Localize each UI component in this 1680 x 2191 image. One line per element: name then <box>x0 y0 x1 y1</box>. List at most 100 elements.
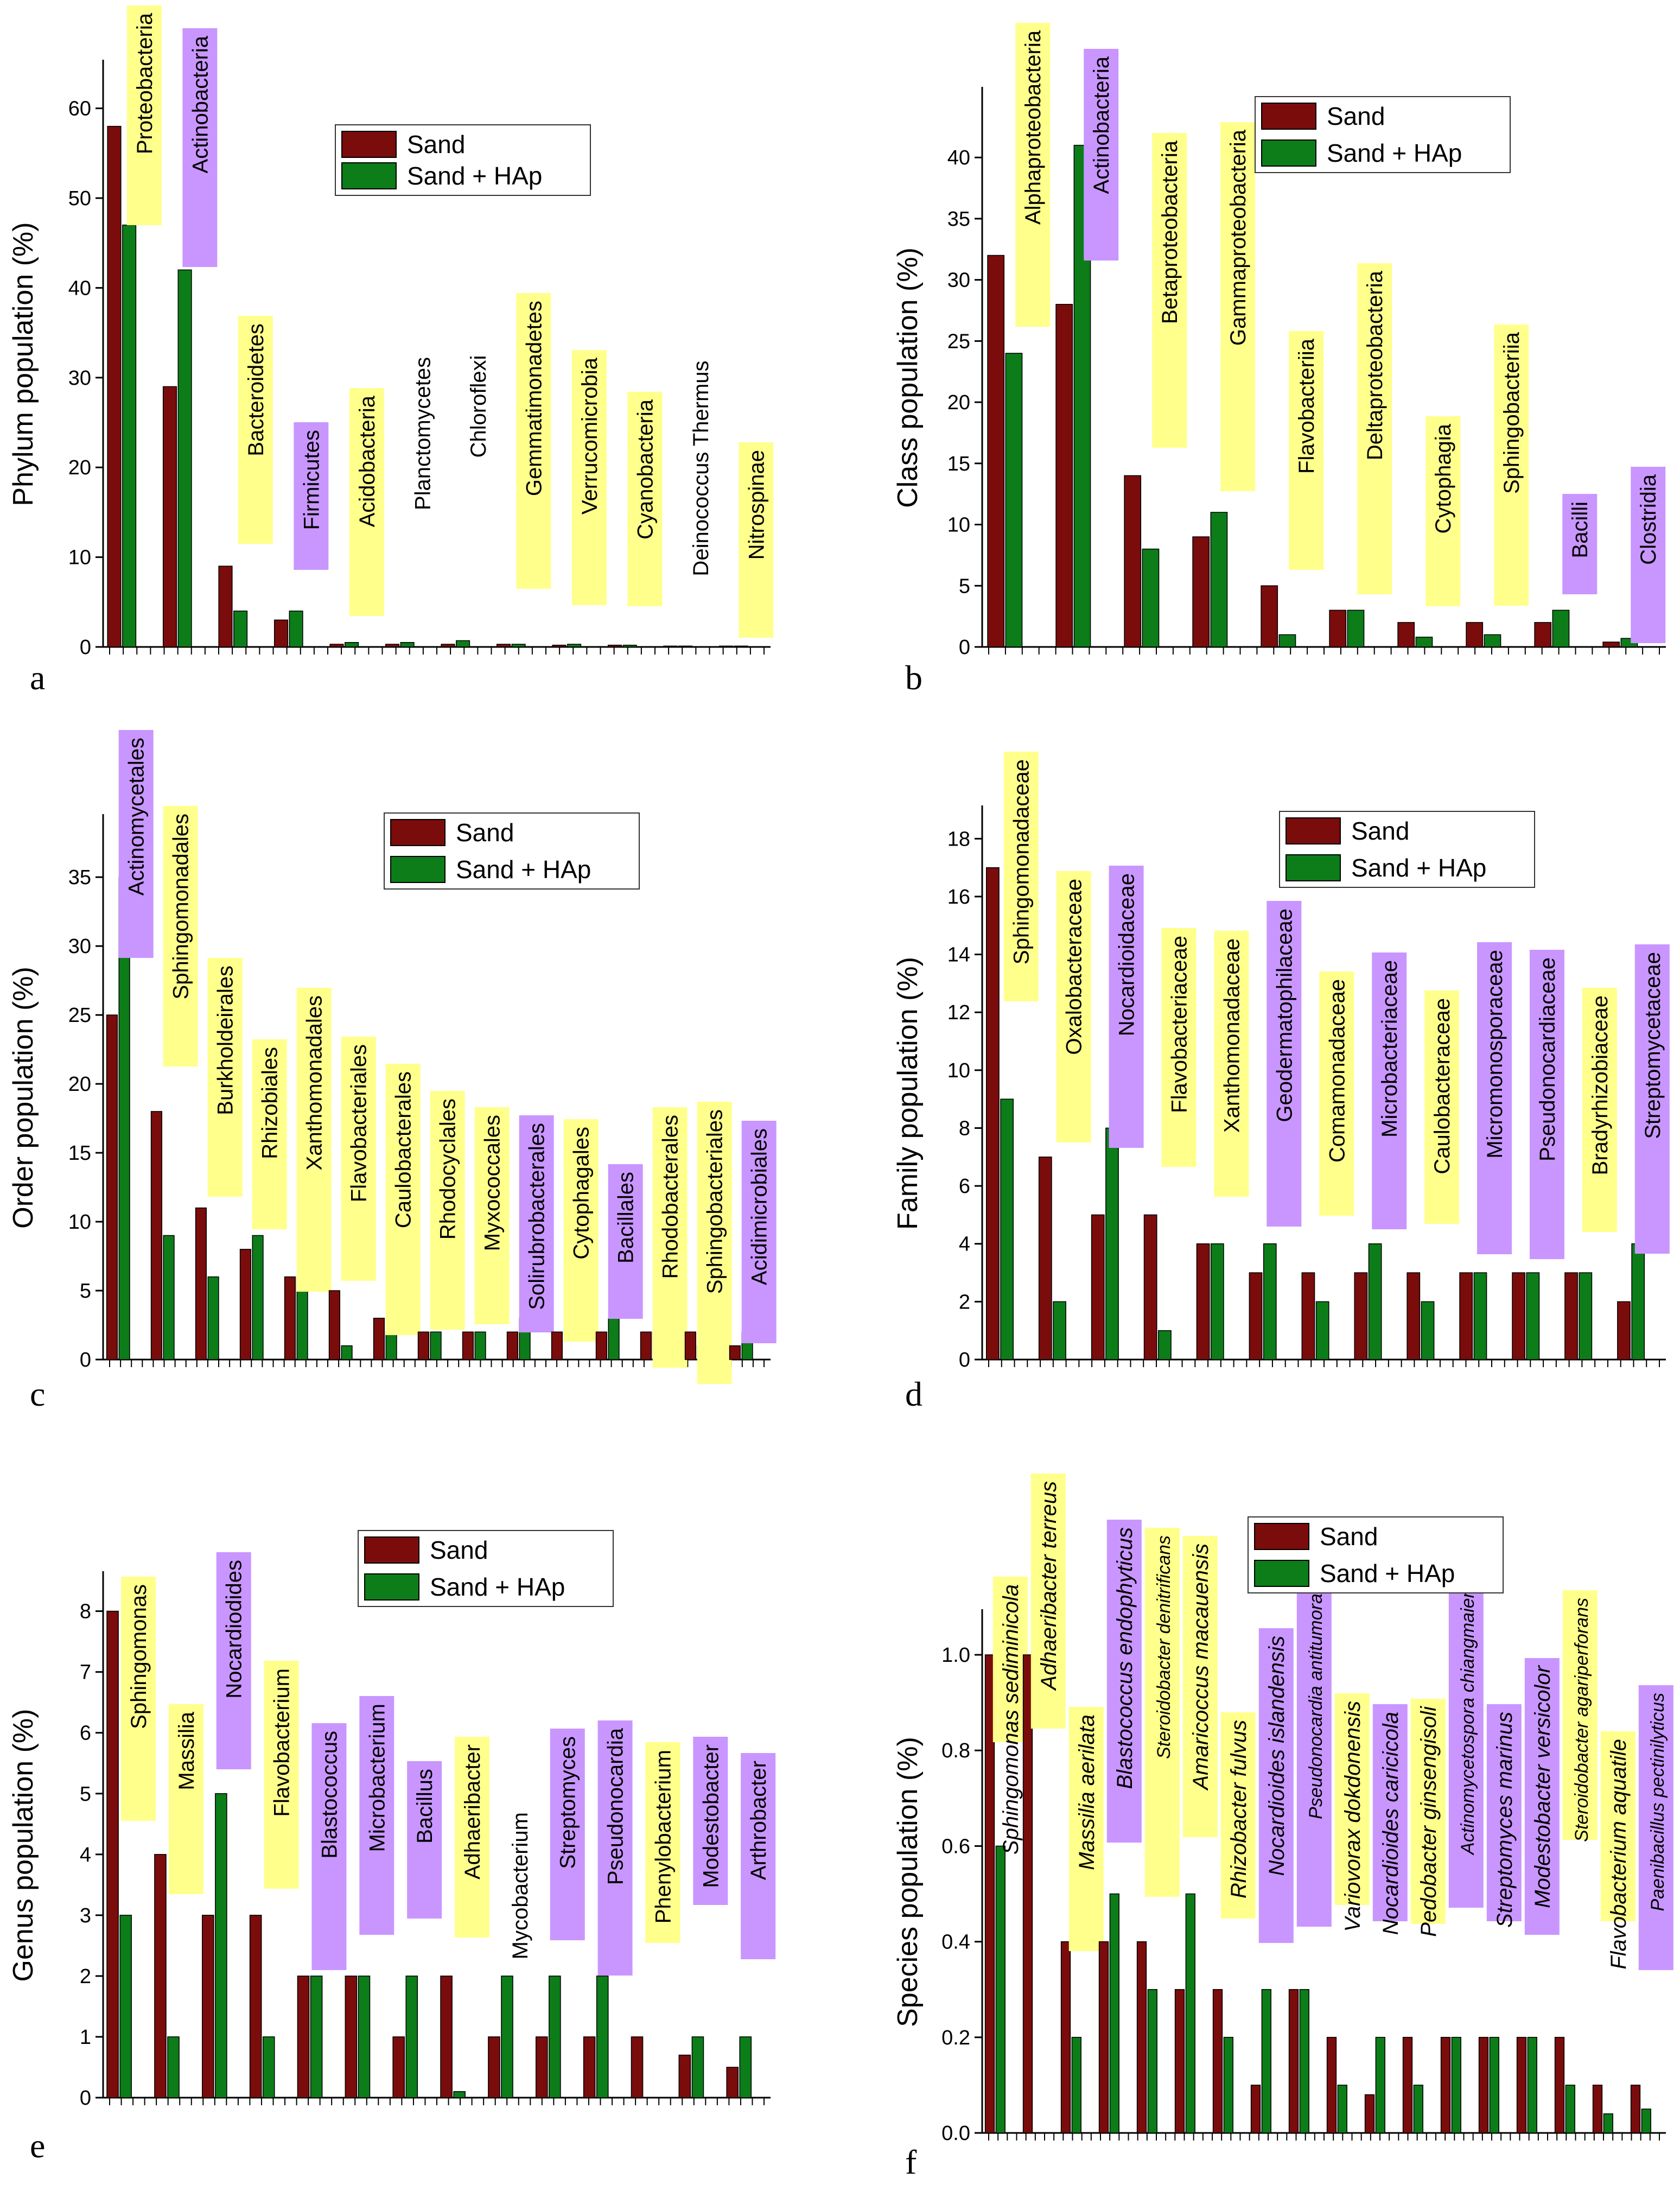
chart-panel-b: 0 5 10 15 20 25 30 35 40 Class population (%) b Alp… <box>892 23 1666 697</box>
bar-sand-hap-massilia <box>167 2036 180 2098</box>
category-label-phenylobacterium: Phenylobacterium <box>651 1750 675 1923</box>
category-label-massilia-aerilata: Massilia aerilata <box>1075 1714 1099 1870</box>
category-label-box <box>627 392 663 606</box>
y-tick-label: 6 <box>80 1722 91 1745</box>
category-label-acidobacteria: Acidobacteria <box>355 395 379 527</box>
bar-sand-hap-deltaproteobacteria <box>1347 609 1365 647</box>
legend-swatch-sand <box>1286 817 1341 844</box>
legend: Sand Sand + HAp <box>1279 811 1535 888</box>
y-tick-label: 0.4 <box>941 1931 970 1954</box>
bar-sand-bacillus <box>392 2036 405 2098</box>
y-tick-label: 0 <box>80 1349 91 1371</box>
category-label-box <box>1144 1528 1180 1897</box>
category-label-box <box>407 1761 442 1919</box>
bar-sand-hap-proteobacteria <box>122 224 137 647</box>
bar-sand-hap-sphingomonadales <box>163 1235 175 1360</box>
category-label-box <box>182 28 218 267</box>
y-tick-label: 20 <box>947 391 970 414</box>
bar-sand-caulobacteraceae <box>1407 1272 1421 1360</box>
bar-sand-nocardiodides <box>201 1915 214 2098</box>
bar-sand-actinomycetales <box>106 1014 118 1360</box>
category-label-gemmatimonadetes: Gemmatimonadetes <box>522 301 546 496</box>
bar-sand-hap-actinobacteria <box>177 269 192 647</box>
category-label-nitrospinae: Nitrospinae <box>744 450 768 560</box>
category-label-flavobacteriia: Flavobacteriia <box>1295 338 1319 474</box>
category-label-box <box>1410 1699 1446 1924</box>
y-tick-label: 0.6 <box>941 1835 970 1858</box>
category-label-box <box>739 442 774 638</box>
bar-sand-myxococcales <box>462 1331 474 1360</box>
bar-sand-hap-geodermatophilaceae <box>1263 1243 1277 1360</box>
category-label-massilia: Massilia <box>175 1711 199 1790</box>
y-tick-label: 0.8 <box>941 1739 970 1762</box>
bar-sand-hap-nocardioides-islandensis <box>1261 1989 1271 2133</box>
category-label-box <box>474 1107 510 1324</box>
y-tick-label: 7 <box>80 1661 91 1684</box>
y-tick-label: 25 <box>68 1004 91 1027</box>
bar-sand-solirubrobacterales <box>506 1331 518 1360</box>
panel-letter: e <box>30 2126 45 2165</box>
bar-sand-mycobacterium <box>488 2036 500 2098</box>
bar-sand-hap-firmicutes <box>289 611 303 647</box>
category-label-box <box>1631 467 1666 643</box>
category-label-box <box>1426 416 1461 606</box>
bar-sand-gammaproteobacteria <box>1192 536 1210 647</box>
bar-sand-hap-flavobacterium-aquatile <box>1603 2113 1613 2133</box>
legend-swatch-sand-hap <box>390 856 446 883</box>
bar-sand-nocardioides-caricicola <box>1364 2094 1375 2133</box>
y-tick-label: 1 <box>80 2026 91 2049</box>
bar-sand-hap-bacilli <box>1552 609 1570 647</box>
bar-sand-arthrobacter <box>726 2067 739 2098</box>
category-label-actinomycetospora-chiangmaiensis: Actinomycetospora chiangmaiensis <box>1458 1565 1478 1856</box>
category-label-bacteroidetes: Bacteroidetes <box>244 323 268 456</box>
category-label-box <box>1015 23 1051 327</box>
legend-label-sand-hap: Sand + HAp <box>1320 1559 1455 1587</box>
category-label-box <box>1068 1707 1104 1951</box>
bar-sand-hap-oxalobacteraceae <box>1053 1301 1066 1360</box>
y-axis-title: Genus population (%) <box>8 1709 39 1982</box>
bar-sand-hap-verrucomicrobia <box>567 644 582 647</box>
category-label-streptomyces: Streptomyces <box>556 1736 580 1869</box>
category-label-box <box>1220 1712 1256 1919</box>
panel-letter: a <box>30 658 45 697</box>
bar-sand-hap-blastococcus <box>310 1976 323 2098</box>
category-label-betaproteobacteria: Betaproteobacteria <box>1158 140 1182 324</box>
bar-sand-massilia-aerilata <box>1060 1941 1071 2133</box>
category-label-bacillales: Bacillales <box>614 1172 638 1263</box>
bar-sand-hap-actinobacteria <box>1073 144 1091 647</box>
bar-sand-hap-rhodocyclales <box>430 1331 442 1360</box>
bar-sand-micromonosporaceae <box>1459 1272 1473 1360</box>
category-label-acidimicrobiales: Acidimicrobiales <box>748 1128 772 1285</box>
y-tick-label: 2 <box>80 1965 91 1988</box>
bar-sand-hap-nitrospinae <box>734 645 748 647</box>
bar-sand-gemmatimonadetes <box>496 644 511 647</box>
category-label-box <box>1448 1558 1484 1908</box>
category-label-flavobacterium-aquatile: Flavobacterium aquatile <box>1607 1739 1631 1970</box>
y-axis-title: Phylum population (%) <box>8 222 39 506</box>
bar-sand-hap-rhizobacter-fulvus <box>1223 2037 1233 2133</box>
category-label-blastococcus: Blastococcus <box>317 1731 341 1859</box>
category-label-box <box>1289 331 1324 570</box>
bar-sand-steroidobacter-agariperforans <box>1554 2037 1565 2133</box>
bar-sand-betaproteobacteria <box>1124 475 1142 647</box>
category-label-box <box>1524 1658 1560 1935</box>
bar-sand-paenibacillus-pectinilyticus <box>1630 2085 1641 2133</box>
category-label-box <box>121 1577 156 1821</box>
category-label-box <box>1562 494 1598 594</box>
category-label-box <box>118 730 154 958</box>
category-label-pedobacter-ginsengisoli: Pedobacter ginsengisoli <box>1417 1706 1441 1937</box>
bar-sand-hap-streptomyces-marinus <box>1489 2037 1499 2133</box>
category-label-microbacteriaceae: Microbacteriaceae <box>1378 960 1402 1138</box>
y-tick-label: 15 <box>68 1142 91 1165</box>
legend-label-sand: Sand <box>430 1536 488 1564</box>
y-tick-label: 60 <box>68 98 91 120</box>
bar-sand-cytophagales <box>551 1331 563 1360</box>
bar-sand-hap-nocardioides-caricicola <box>1375 2037 1385 2133</box>
category-label-box <box>1109 866 1144 1148</box>
bar-sand-nocardioidaceae <box>1091 1214 1105 1360</box>
bar-sand-hap-nocardiodides <box>215 1793 227 2098</box>
legend: Sand Sand + HAp <box>384 812 640 890</box>
bar-sand-hap-planctomycetes <box>400 642 415 647</box>
